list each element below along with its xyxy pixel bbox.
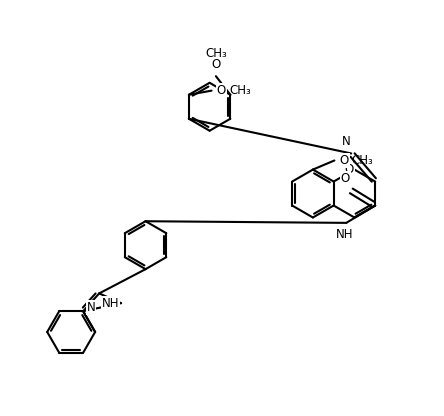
- Text: CH₃: CH₃: [205, 47, 227, 59]
- Text: O: O: [345, 163, 354, 176]
- Text: N: N: [342, 136, 351, 149]
- Text: O: O: [339, 154, 349, 167]
- Text: O: O: [341, 172, 350, 185]
- Text: O: O: [217, 84, 226, 97]
- Text: O: O: [211, 58, 221, 71]
- Text: CH₃: CH₃: [229, 84, 251, 97]
- Text: CH₃: CH₃: [352, 154, 373, 167]
- Text: NH: NH: [335, 228, 353, 241]
- Text: N: N: [87, 301, 95, 314]
- Text: NH: NH: [102, 297, 119, 310]
